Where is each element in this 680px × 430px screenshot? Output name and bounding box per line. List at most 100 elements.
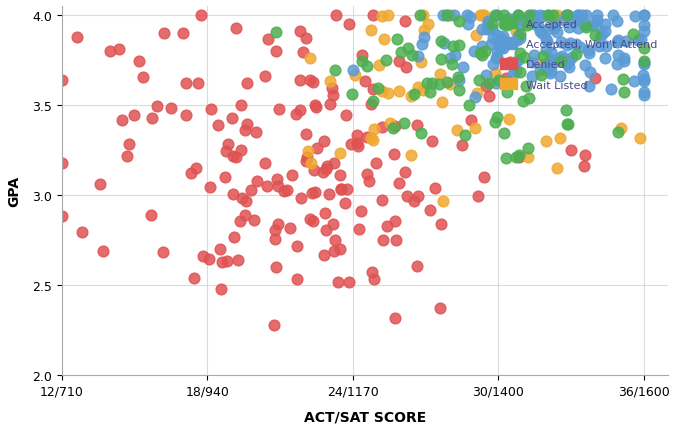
Denied [390, 315, 401, 322]
Accepted, Won't Attend [522, 19, 533, 26]
Denied [329, 237, 340, 244]
Accepted, Won't Attend [514, 16, 525, 23]
Accepted, Won't Attend [591, 22, 602, 29]
Accepted [501, 89, 512, 96]
Denied [121, 153, 132, 160]
Accepted, Won't Attend [621, 39, 632, 46]
Denied [335, 246, 345, 253]
Denied [505, 59, 515, 66]
Denied [481, 83, 492, 90]
Accepted, Won't Attend [612, 61, 623, 68]
Accepted [639, 58, 649, 65]
Denied [483, 93, 494, 100]
Denied [269, 227, 280, 233]
Denied [273, 183, 284, 190]
Accepted [271, 30, 282, 37]
Denied [260, 73, 271, 80]
Accepted, Won't Attend [477, 26, 488, 33]
Accepted, Won't Attend [541, 67, 551, 74]
Accepted [518, 55, 529, 61]
Denied [301, 36, 311, 43]
Denied [214, 246, 225, 252]
Accepted, Won't Attend [581, 12, 592, 19]
Denied [344, 22, 355, 28]
Accepted, Won't Attend [592, 18, 602, 25]
Accepted, Won't Attend [534, 12, 545, 19]
Wait Listed [490, 71, 500, 77]
Accepted, Won't Attend [573, 12, 584, 19]
Denied [381, 223, 392, 230]
Denied [222, 258, 233, 264]
Accepted [627, 32, 638, 39]
Accepted [380, 58, 391, 64]
Accepted, Won't Attend [546, 58, 557, 64]
Denied [116, 117, 127, 124]
Denied [327, 86, 338, 92]
Accepted [477, 53, 488, 60]
Denied [311, 145, 322, 152]
Denied [222, 141, 233, 148]
Denied [252, 178, 262, 185]
Wait Listed [412, 85, 423, 92]
Accepted, Won't Attend [490, 80, 501, 87]
Accepted [422, 80, 432, 87]
Denied [394, 59, 405, 66]
Wait Listed [523, 154, 534, 160]
Accepted [518, 98, 529, 105]
Accepted, Won't Attend [512, 37, 523, 44]
Denied [71, 34, 82, 41]
Accepted, Won't Attend [568, 18, 579, 25]
Accepted, Won't Attend [573, 25, 583, 32]
Accepted, Won't Attend [562, 60, 573, 67]
Denied [330, 12, 341, 19]
Accepted [373, 85, 384, 92]
Denied [228, 234, 239, 241]
Denied [291, 112, 302, 119]
Accepted, Won't Attend [639, 78, 649, 85]
Wait Listed [367, 137, 378, 144]
Accepted, Won't Attend [437, 12, 448, 19]
Accepted, Won't Attend [545, 68, 556, 75]
Denied [236, 102, 247, 109]
Denied [188, 275, 199, 282]
Accepted [330, 68, 341, 74]
Denied [95, 181, 105, 188]
Denied [366, 102, 377, 109]
Denied [295, 195, 306, 202]
Denied [192, 80, 203, 87]
Accepted [409, 92, 420, 99]
Denied [291, 276, 302, 283]
Accepted, Won't Attend [513, 33, 524, 40]
Accepted, Won't Attend [571, 41, 581, 48]
Accepted, Won't Attend [538, 14, 549, 21]
Accepted, Won't Attend [541, 47, 551, 54]
Wait Listed [554, 135, 565, 142]
Denied [341, 112, 352, 119]
Accepted [581, 25, 592, 31]
Denied [320, 227, 331, 233]
Accepted, Won't Attend [513, 12, 524, 19]
Y-axis label: GPA: GPA [7, 175, 21, 207]
Denied [457, 142, 468, 149]
Denied [124, 141, 135, 148]
Accepted [515, 31, 526, 38]
Denied [319, 138, 330, 145]
Denied [198, 253, 209, 260]
Accepted, Won't Attend [514, 23, 525, 30]
Accepted, Won't Attend [525, 20, 536, 27]
Accepted [388, 126, 398, 132]
Denied [245, 187, 256, 194]
Accepted [639, 45, 649, 52]
Denied [309, 102, 320, 109]
Denied [327, 221, 338, 228]
Accepted [448, 43, 459, 50]
Accepted, Won't Attend [558, 17, 569, 24]
Denied [231, 26, 241, 33]
Accepted [403, 45, 413, 52]
Denied [368, 86, 379, 93]
Denied [228, 191, 239, 198]
Accepted, Won't Attend [636, 36, 647, 43]
Wait Listed [394, 89, 405, 95]
Accepted [521, 22, 532, 29]
Denied [236, 147, 247, 154]
